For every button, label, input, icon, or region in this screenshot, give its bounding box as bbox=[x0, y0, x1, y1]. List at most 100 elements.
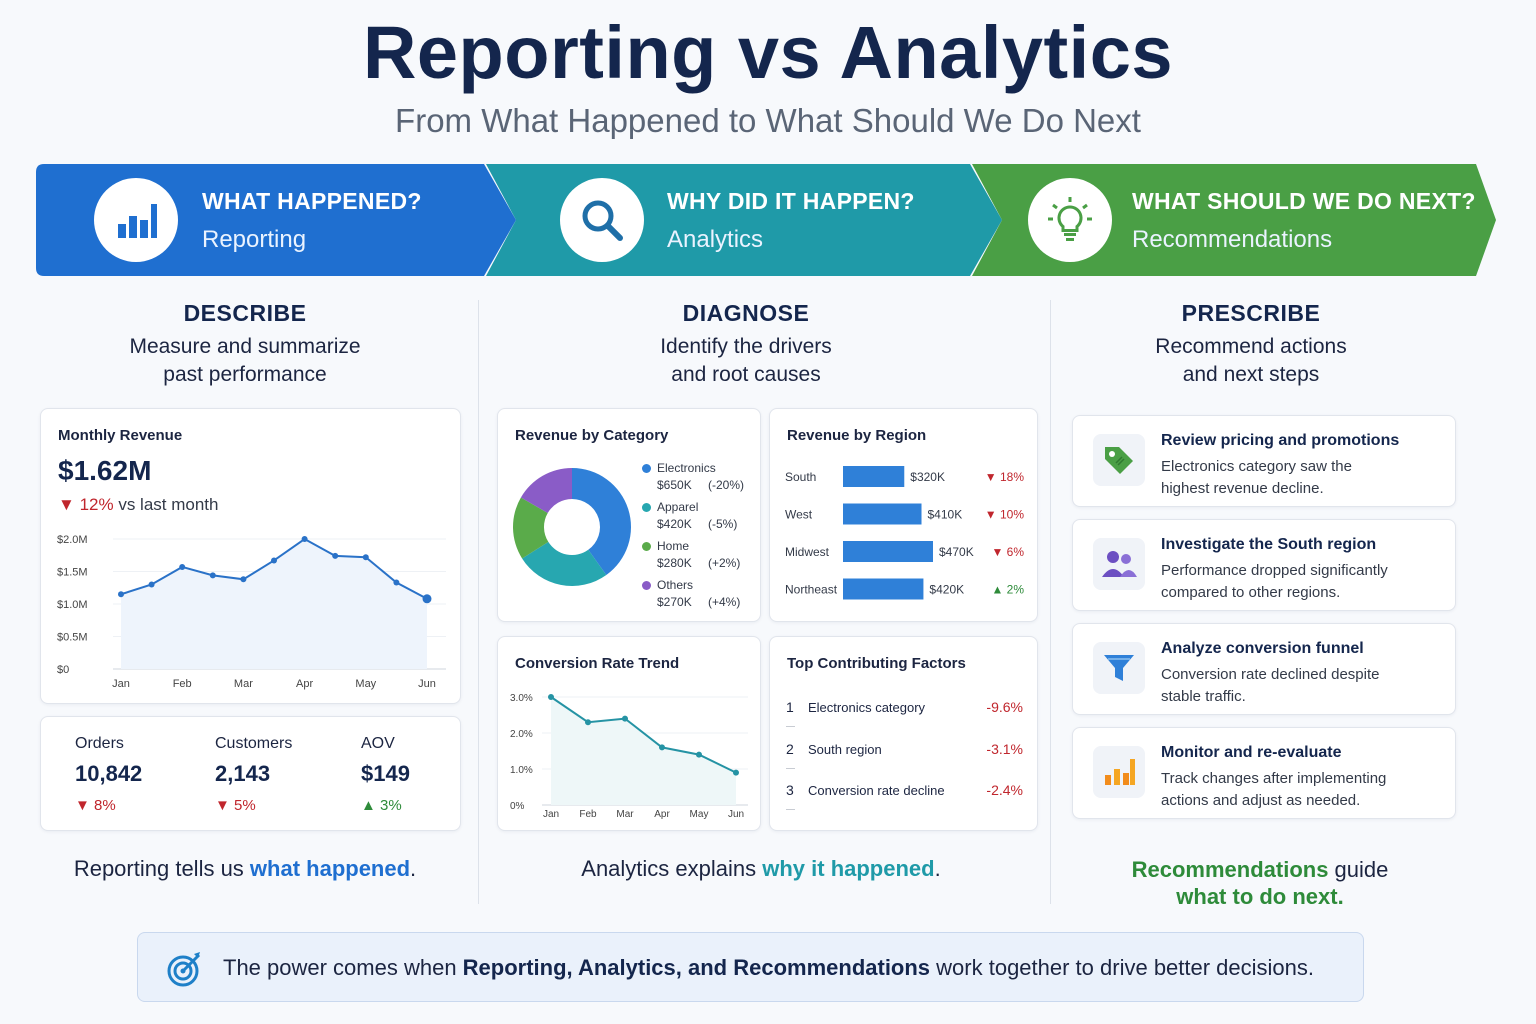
revenue-y-tick: $0.5M bbox=[57, 632, 88, 644]
region-card: Revenue by Region South $320K ▼ 18% West $41… bbox=[769, 408, 1038, 622]
region-value: $410K bbox=[928, 508, 963, 522]
revenue-point bbox=[240, 576, 247, 583]
target-icon bbox=[167, 952, 201, 987]
kpi-label: Orders bbox=[75, 735, 124, 752]
bar-chart-icon bbox=[94, 178, 178, 262]
legend-name: Others bbox=[657, 578, 694, 592]
recommendation-card: Investigate the South region Performance … bbox=[1072, 519, 1456, 611]
conversion-x-tick: Mar bbox=[616, 809, 634, 820]
revenue-x-tick: May bbox=[355, 678, 376, 690]
legend-name: Home bbox=[657, 539, 690, 553]
monthly-revenue-change: ▼ 12% vs last month bbox=[58, 495, 218, 515]
analytics-summary-end: . bbox=[934, 856, 941, 881]
magnifier-icon bbox=[560, 178, 644, 262]
category-slice bbox=[572, 468, 631, 575]
conversion-point bbox=[659, 744, 665, 751]
diagnose-desc-line1: Identify the drivers bbox=[660, 335, 832, 358]
conversion-title: Conversion Rate Trend bbox=[515, 655, 680, 672]
banner-analytics-title: WHY DID IT HAPPEN? bbox=[667, 188, 915, 214]
monthly-revenue-chart: $0 $0.5M $1.0M $1.5M $2.0M Jan Feb Mar Apr May Jun bbox=[57, 534, 446, 690]
recommendation-description: Track changes after implementing actions … bbox=[1161, 768, 1441, 812]
region-value: $470K bbox=[939, 545, 974, 559]
prescribe-desc-line1: Recommend actions bbox=[1155, 335, 1347, 358]
revenue-y-tick: $1.5M bbox=[57, 567, 88, 579]
kpi-change-value: 5% bbox=[234, 797, 256, 814]
up-arrow-icon: ▲ bbox=[361, 797, 381, 814]
kpi-label: Customers bbox=[215, 735, 293, 752]
analytics-summary-highlight: why it happened bbox=[762, 856, 935, 881]
kpi-label: AOV bbox=[361, 735, 395, 752]
legend-value: $270K bbox=[657, 595, 692, 609]
legend-name: Electronics bbox=[657, 461, 716, 475]
down-arrow-icon: ▼ bbox=[58, 495, 75, 514]
page-title: Reporting vs Analytics bbox=[362, 11, 1174, 94]
kpi-change: ▼ 8% bbox=[75, 797, 116, 814]
factor-rank: 1 bbox=[786, 699, 794, 715]
rec-summary-highlight: Recommendations bbox=[1131, 857, 1329, 882]
region-name: Northeast bbox=[785, 583, 838, 597]
recommendation-desc-line2: actions and adjust as needed. bbox=[1161, 792, 1361, 809]
conversion-y-tick: 0% bbox=[510, 801, 525, 812]
reporting-summary-highlight: what happened bbox=[249, 856, 411, 881]
recommendation-title: Review pricing and promotions bbox=[1161, 432, 1400, 449]
banner-recommendations-subtitle: Recommendations bbox=[1132, 226, 1333, 253]
prescribe-desc-line2: and next steps bbox=[1182, 363, 1320, 386]
recommendation-title: Monitor and re-evaluate bbox=[1161, 744, 1342, 761]
legend-change: (-5%) bbox=[708, 517, 738, 531]
kpi-value: $149 bbox=[361, 761, 410, 786]
analytics-summary: Analytics explains why it happened. bbox=[496, 856, 1026, 882]
region-change: ▲ 2% bbox=[991, 583, 1024, 597]
banner-reporting-subtitle: Reporting bbox=[202, 226, 307, 253]
footer-text-pre: The power comes when bbox=[223, 955, 463, 980]
factor-name: Conversion rate decline bbox=[808, 783, 945, 798]
revenue-point bbox=[393, 579, 400, 586]
conversion-x-tick: Apr bbox=[654, 809, 670, 820]
category-slice bbox=[520, 468, 572, 513]
factor-value: -9.6% bbox=[986, 699, 1023, 715]
revenue-point bbox=[118, 591, 124, 598]
region-change: ▼ 18% bbox=[985, 470, 1025, 484]
revenue-y-tick: $0 bbox=[57, 664, 69, 676]
recommendation-card: Monitor and re-evaluate Track changes aft… bbox=[1072, 727, 1456, 819]
recommendation-description: Electronics category saw the highest reve… bbox=[1161, 456, 1441, 500]
factor-divider bbox=[786, 767, 795, 769]
price-tag-icon bbox=[1093, 434, 1145, 486]
factor-name: South region bbox=[808, 741, 882, 757]
conversion-y-tick: 2.0% bbox=[510, 729, 533, 740]
reporting-summary-text: Reporting tells us bbox=[73, 856, 250, 881]
diagnose-header: DIAGNOSE Identify the drivers and root ca… bbox=[496, 300, 996, 389]
banner-recommendations: WHAT SHOULD WE DO NEXT? Recommendations bbox=[972, 164, 1496, 276]
monthly-revenue-change-value: 12% bbox=[79, 495, 114, 514]
region-bar bbox=[843, 466, 905, 487]
factor-divider bbox=[786, 726, 795, 727]
lightbulb-icon bbox=[1028, 178, 1112, 262]
revenue-point bbox=[332, 552, 339, 559]
recommendation-card: Analyze conversion funnel Conversion rate… bbox=[1072, 623, 1456, 715]
revenue-x-tick: Mar bbox=[234, 678, 253, 690]
revenue-point bbox=[271, 557, 277, 564]
factors-title: Top Contributing Factors bbox=[787, 655, 966, 672]
conversion-y-tick: 3.0% bbox=[510, 693, 533, 704]
prescribe-heading: PRESCRIBE bbox=[1181, 300, 1321, 326]
region-bar bbox=[843, 503, 922, 525]
conversion-area bbox=[551, 697, 736, 805]
recommendation-desc-line2: highest revenue decline. bbox=[1161, 480, 1324, 497]
factors-card: Top Contributing Factors 1 Electronics ca… bbox=[769, 636, 1038, 831]
category-slice bbox=[522, 541, 607, 586]
factor-rank: 3 bbox=[786, 782, 794, 798]
conversion-line bbox=[550, 696, 737, 774]
banner-analytics-subtitle: Analytics bbox=[667, 226, 764, 253]
region-value: $420K bbox=[929, 583, 964, 597]
recommendation-description: Performance dropped significantly compare… bbox=[1161, 560, 1441, 604]
revenue-point bbox=[179, 563, 186, 570]
rec-summary-text: guide bbox=[1328, 857, 1389, 882]
legend-value: $280K bbox=[657, 556, 692, 570]
kpi-card: Orders 10,842 ▼ 8% Customers 2,143 ▼ 5% AOV $14… bbox=[40, 716, 461, 831]
recommendation-title: Investigate the South region bbox=[1161, 536, 1377, 553]
legend-change: (-20%) bbox=[708, 478, 745, 492]
revenue-x-tick: Jun bbox=[418, 678, 436, 690]
diagnose-desc-line2: and root causes bbox=[671, 363, 821, 386]
banner-recommendations-shape bbox=[972, 164, 1496, 276]
kpi-change-value: 3% bbox=[380, 797, 402, 814]
kpi-change: ▼ 5% bbox=[215, 797, 256, 814]
